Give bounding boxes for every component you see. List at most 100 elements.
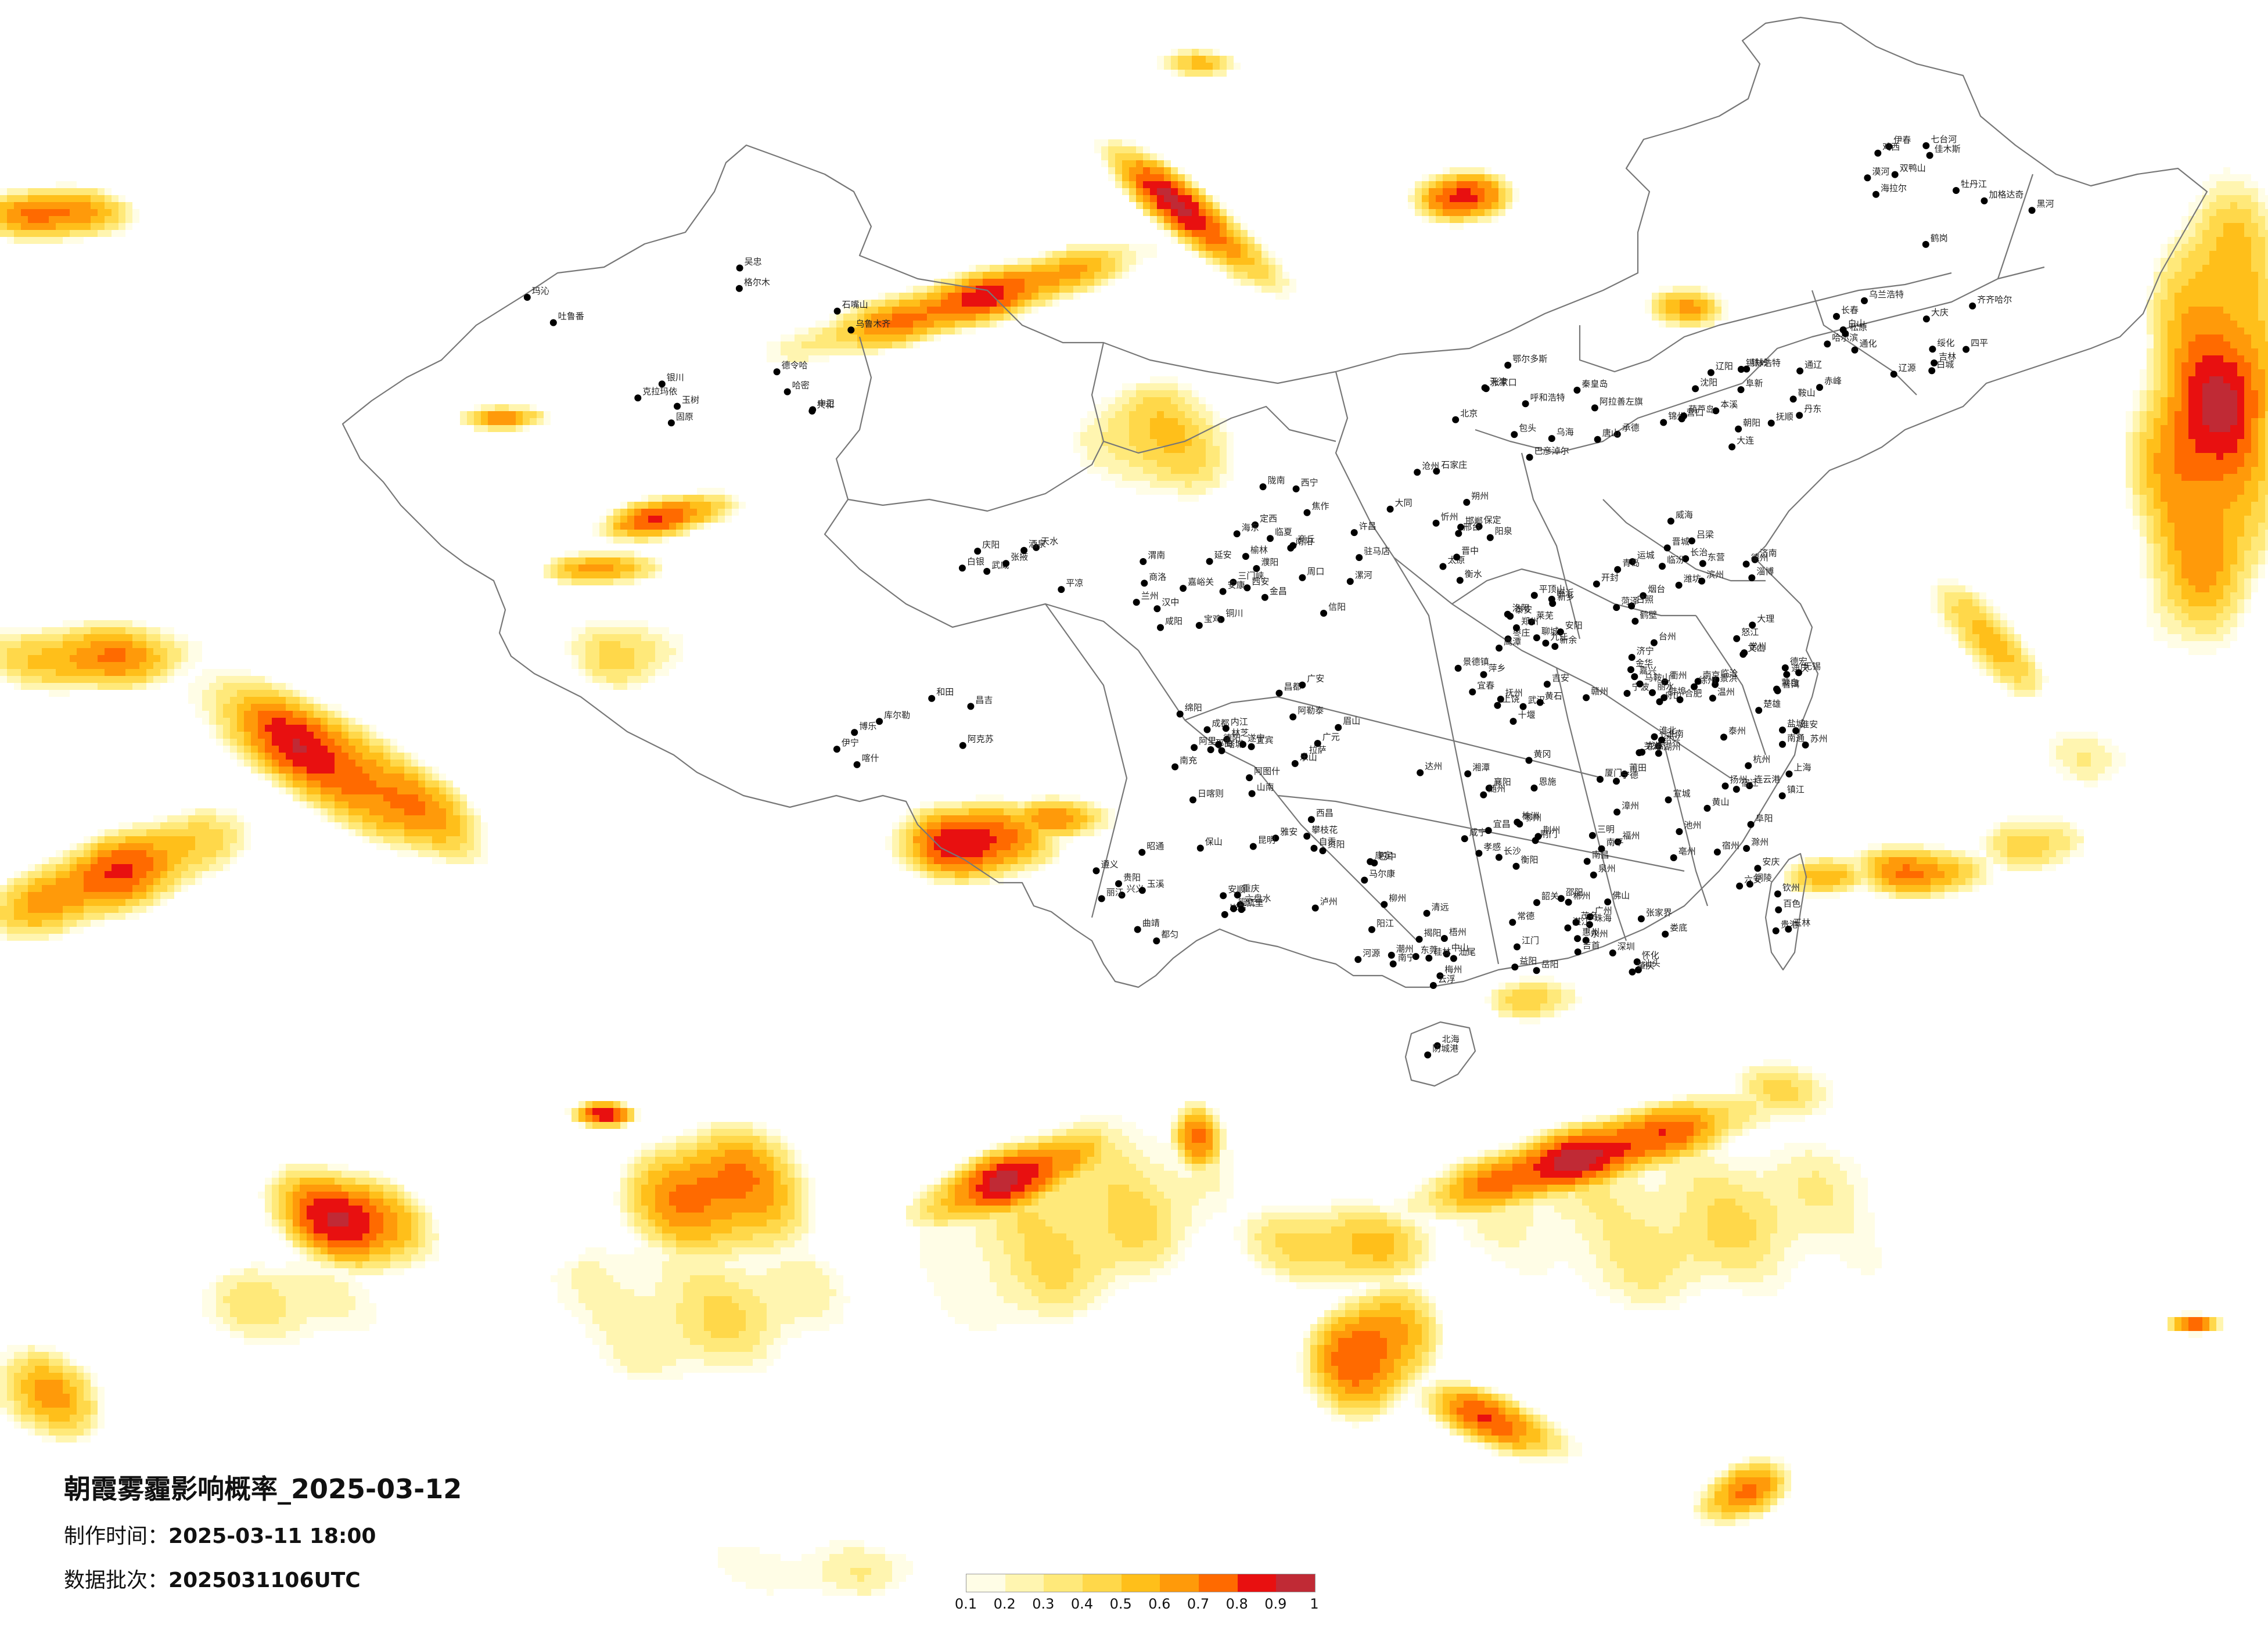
city-label: 佛山 <box>1612 890 1630 901</box>
city-marker: 临沂 <box>1548 588 1574 603</box>
city-label: 沧州 <box>1422 461 1439 471</box>
city-dot <box>1928 367 1936 375</box>
city-label: 锡林浩特 <box>1746 358 1781 368</box>
legend-tick-label: 0.3 <box>1032 1596 1055 1612</box>
city-label: 巴彦淖尔 <box>1534 446 1569 456</box>
city-dot <box>1497 696 1504 703</box>
city-dot <box>1663 544 1671 552</box>
city-marker: 德令哈 <box>773 360 808 376</box>
city-label: 松原 <box>1850 322 1867 333</box>
city-marker: 和田 <box>928 687 954 702</box>
city-dot <box>1536 699 1544 706</box>
city-marker: 晋城 <box>1663 537 1690 552</box>
city-dot <box>1929 346 1936 353</box>
city-marker: 青岛 <box>1614 558 1640 573</box>
city-label: 康定 <box>1375 850 1392 861</box>
city-marker: 泰州 <box>1720 725 1746 741</box>
city-label: 金昌 <box>1270 586 1287 596</box>
city-marker: 盐城 <box>1779 718 1805 734</box>
city-dot <box>1742 560 1750 568</box>
city-marker: 拉萨 <box>1300 744 1327 760</box>
city-marker: 驻马店 <box>1356 546 1390 562</box>
production-time: 制作时间：2025-03-11 18:00 <box>64 1519 462 1549</box>
city-dot <box>1220 892 1227 900</box>
city-marker: 惠州 <box>1574 927 1600 942</box>
city-label: 佳木斯 <box>1935 144 1961 154</box>
city-dot <box>1356 554 1363 562</box>
city-marker: 沈阳 <box>1692 377 1717 393</box>
city-dot <box>1754 865 1762 872</box>
province-boundary <box>824 499 1139 651</box>
city-dot <box>1583 694 1590 702</box>
city-marker: 永州 <box>1582 929 1608 944</box>
province-boundary <box>1475 382 1743 454</box>
city-marker: 泉州 <box>1590 864 1616 879</box>
city-marker: 河源 <box>1354 948 1380 963</box>
city-label: 惠州 <box>1582 927 1600 937</box>
city-dot <box>1676 828 1683 835</box>
city-dot <box>1593 580 1600 588</box>
city-label: 唐山 <box>1602 428 1620 438</box>
city-marker: 乐山 <box>1291 752 1317 767</box>
city-marker: 百色 <box>1775 898 1800 913</box>
city-dot <box>1591 404 1598 412</box>
city-label: 苏州 <box>1810 733 1828 744</box>
city-dot <box>1115 880 1122 887</box>
city-label: 德宏 <box>1790 656 1807 667</box>
city-label: 南充 <box>1180 756 1197 766</box>
city-dot <box>1530 592 1538 599</box>
city-marker: 莱芜 <box>1527 610 1554 625</box>
city-label: 泸州 <box>1320 897 1338 907</box>
city-dot <box>1534 833 1542 840</box>
city-dot <box>1623 690 1631 697</box>
city-dot <box>1020 546 1028 554</box>
city-dot <box>1694 678 1702 685</box>
city-label: 莱芜 <box>1536 610 1554 621</box>
city-marker: 洛阳 <box>1504 603 1530 618</box>
city-dot <box>1533 967 1540 974</box>
city-dot <box>1388 951 1395 959</box>
city-label: 菏泽 <box>1621 596 1638 606</box>
city-marker: 眉山 <box>1335 716 1360 731</box>
city-label: 鹰潭 <box>1504 636 1521 647</box>
city-marker: 龙岩 <box>1638 740 1664 756</box>
city-label: 杭州 <box>1753 754 1770 765</box>
city-dot <box>1557 895 1565 902</box>
city-marker: 贵阳 <box>1115 872 1141 887</box>
city-marker: 梧州 <box>1440 927 1467 942</box>
city-dot <box>967 703 975 710</box>
city-marker: 台州 <box>1650 631 1676 646</box>
city-dot <box>1676 696 1684 703</box>
city-dot <box>1314 740 1321 747</box>
city-label: 延安 <box>1214 550 1232 560</box>
city-marker: 马鞍山 <box>1636 672 1671 688</box>
city-label: 马鞍山 <box>1645 672 1671 683</box>
color-legend: 0.1 0.2 0.3 0.4 0.5 0.6 0.7 0.8 0.9 1 <box>955 1574 1319 1612</box>
city-label: 河源 <box>1363 948 1380 958</box>
city-dot <box>1218 747 1225 754</box>
city-label: 秦皇岛 <box>1582 379 1608 389</box>
city-label: 吴忠 <box>745 257 762 267</box>
city-dot <box>773 368 781 376</box>
city-marker: 自贡 <box>1310 837 1336 852</box>
city-dot <box>1861 297 1868 304</box>
city-label: 辽阳 <box>1716 361 1733 372</box>
city-marker: 萍乡 <box>1480 663 1506 678</box>
city-marker: 亳州 <box>1670 846 1696 861</box>
city-label: 酒泉 <box>1029 539 1046 549</box>
city-label: 忻州 <box>1441 512 1458 522</box>
city-marker: 杭州 <box>1745 754 1770 769</box>
city-marker: 三明 <box>1588 824 1615 839</box>
city-label: 宜春 <box>1477 681 1494 691</box>
city-label: 白山 <box>1848 318 1866 329</box>
city-marker: 开封 <box>1593 573 1619 588</box>
province-boundary <box>835 336 1104 512</box>
city-label: 聊城 <box>1541 626 1559 636</box>
city-marker: 福州 <box>1614 830 1640 846</box>
city-marker: 钦州 <box>1774 882 1800 898</box>
city-dot <box>1512 862 1520 870</box>
city-marker: 景德镇 <box>1454 657 1489 672</box>
city-marker: 临夏 <box>1267 527 1292 542</box>
city-label: 双鸭山 <box>1900 163 1926 174</box>
legend-swatch <box>1121 1574 1160 1592</box>
